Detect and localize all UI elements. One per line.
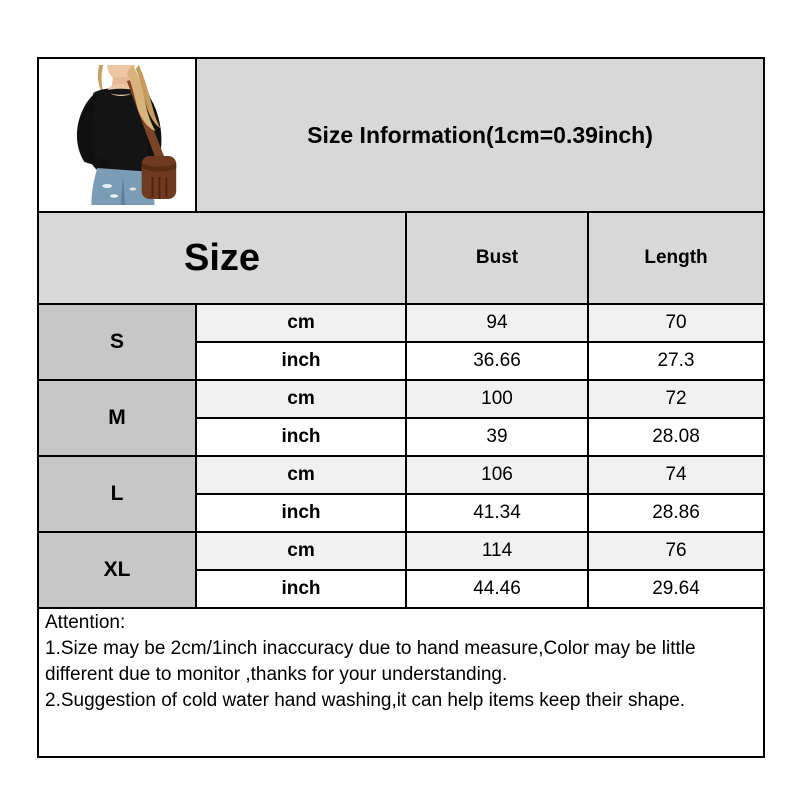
unit-cm-label: cm [195, 455, 407, 495]
bust-inch-value: 44.46 [405, 569, 589, 609]
table-row: inch 41.34 28.86 [38, 493, 766, 533]
unit-inch-label: inch [195, 341, 407, 381]
product-photo [42, 65, 192, 205]
length-cm-value: 76 [586, 531, 766, 571]
size-label-m: M [37, 379, 197, 457]
size-label-xl: XL [37, 531, 197, 609]
bust-cm-value: 94 [405, 303, 589, 343]
column-header-size: Size [37, 211, 407, 305]
length-inch-value: 27.3 [586, 341, 766, 381]
bust-cm-value: 114 [405, 531, 589, 571]
length-cm-value: 70 [586, 303, 766, 343]
size-label-l: L [37, 455, 197, 533]
table-row: inch 44.46 29.64 [38, 569, 766, 609]
bust-inch-value: 39 [405, 417, 589, 457]
table-row: L cm 106 74 [37, 455, 766, 533]
length-cm-value: 72 [586, 379, 766, 419]
table-row: M cm 100 72 [37, 379, 766, 457]
table-row: S cm 94 70 [37, 303, 766, 381]
column-header-length: Length [586, 211, 766, 305]
unit-cm-label: cm [195, 531, 407, 571]
unit-cm-label: cm [195, 379, 407, 419]
length-inch-value: 28.86 [586, 493, 766, 533]
bust-inch-value: 41.34 [405, 493, 589, 533]
attention-note-2: 2.Suggestion of cold water hand washing,… [45, 690, 686, 711]
product-photo-cell [37, 57, 197, 213]
unit-inch-label: inch [195, 569, 407, 609]
unit-inch-label: inch [195, 417, 407, 457]
column-header-bust: Bust [405, 211, 589, 305]
bust-inch-value: 36.66 [405, 341, 589, 381]
length-inch-value: 28.08 [586, 417, 766, 457]
bust-cm-value: 100 [405, 379, 589, 419]
attention-note-1-line-1: 1.Size may be 2cm/1inch inaccuracy due t… [45, 638, 696, 659]
table-row: inch 36.66 27.3 [38, 341, 766, 381]
table-row: XL cm 114 76 [37, 531, 766, 609]
size-information-title: Size Information(1cm=0.39inch) [194, 57, 766, 213]
table-row: inch 39 28.08 [38, 417, 766, 457]
length-cm-value: 74 [586, 455, 766, 495]
attention-notes: Attention: 1.Size may be 2cm/1inch inacc… [36, 607, 766, 758]
size-chart-table: Size Information(1cm=0.39inch) Size Bust… [36, 57, 766, 758]
attention-heading: Attention: [45, 612, 126, 633]
size-label-s: S [37, 303, 197, 381]
unit-cm-label: cm [195, 303, 407, 343]
attention-note-1-line-2: different due to monitor ,thanks for you… [45, 664, 508, 685]
unit-inch-label: inch [195, 493, 407, 533]
length-inch-value: 29.64 [586, 569, 766, 609]
bust-cm-value: 106 [405, 455, 589, 495]
